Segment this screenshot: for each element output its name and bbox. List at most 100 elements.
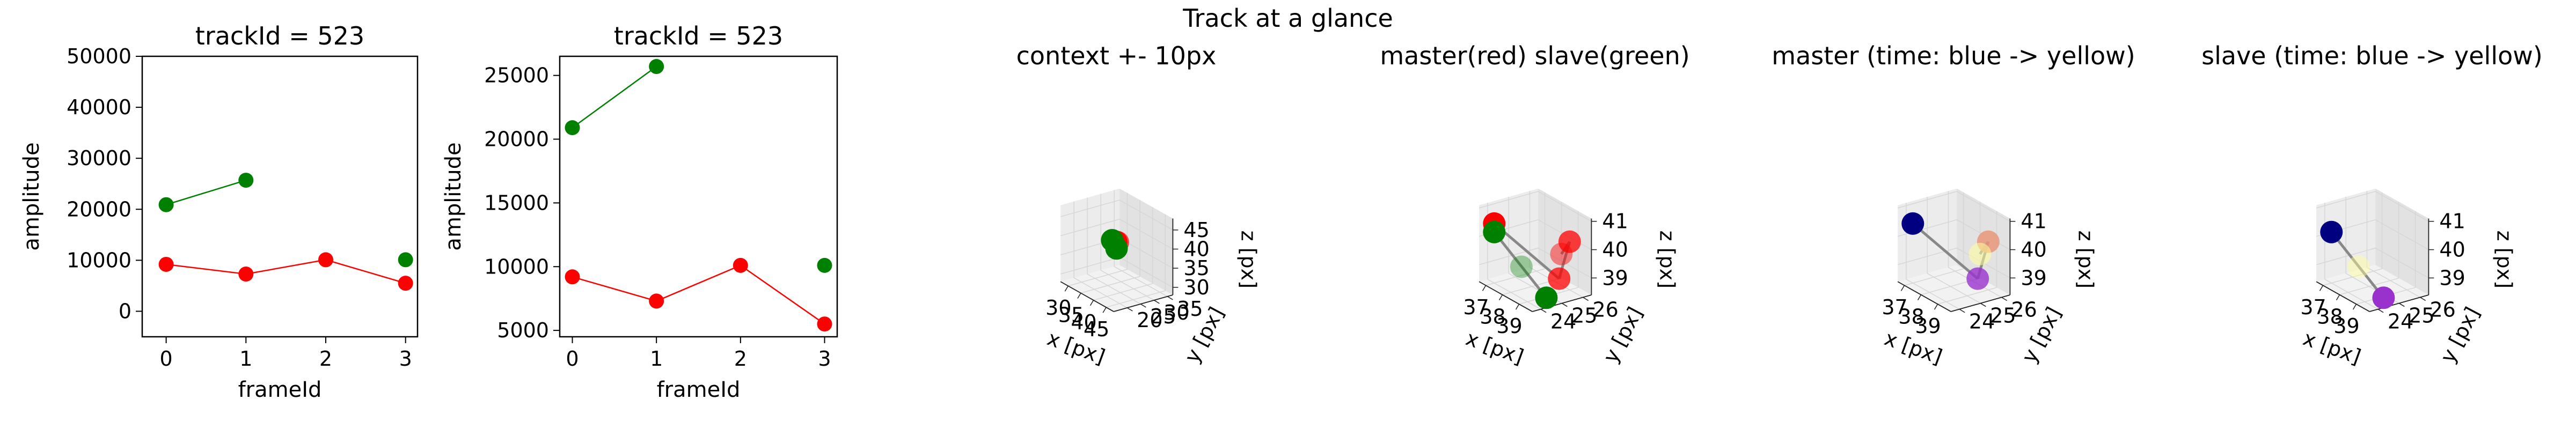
x-tick-label: 38 bbox=[1480, 305, 1505, 329]
x-tick-label: 39 bbox=[2333, 314, 2359, 338]
y-tick-label: 25 bbox=[1150, 305, 1176, 328]
grid-line bbox=[1093, 207, 1153, 301]
y-tick-label: 50000 bbox=[67, 45, 131, 68]
figure-suptitle: Track at a glance bbox=[1182, 4, 1393, 33]
y-tick-label: 0 bbox=[119, 299, 131, 323]
axes-frame bbox=[559, 55, 838, 338]
grid-line bbox=[1068, 193, 1128, 286]
series-line bbox=[166, 179, 246, 205]
y-axis-label: amplitude bbox=[19, 142, 44, 250]
x-tick bbox=[1089, 300, 1094, 306]
z-axis-label: z [px] bbox=[1236, 231, 1260, 289]
y-tick bbox=[1540, 308, 1547, 313]
grid-line bbox=[1100, 194, 1154, 301]
x-tick bbox=[2319, 285, 2324, 291]
data-point bbox=[158, 197, 174, 212]
x-tick-label: 38 bbox=[1898, 305, 1924, 329]
y-tick bbox=[2377, 308, 2384, 313]
x-tick-label: 1 bbox=[650, 347, 663, 371]
x-axis-line bbox=[2316, 281, 2370, 312]
z-axis-label: z [px] bbox=[1655, 231, 1679, 289]
x-tick-label: 1 bbox=[239, 347, 252, 371]
data-point bbox=[817, 257, 832, 273]
grid-line bbox=[1060, 218, 1173, 250]
data-point bbox=[565, 120, 580, 136]
grid-line bbox=[2366, 191, 2421, 298]
z-tick-label: 39 bbox=[2021, 266, 2046, 290]
scatter-point bbox=[2372, 286, 2395, 309]
y-tick-label: 25000 bbox=[484, 64, 549, 87]
grid-line bbox=[1479, 247, 1592, 279]
y-tick bbox=[2398, 302, 2405, 307]
z-tick-label: 39 bbox=[2439, 266, 2465, 290]
y-tick-label: 10000 bbox=[484, 255, 549, 278]
y-tick-label: 24 bbox=[2388, 310, 2413, 334]
y-tick bbox=[1561, 302, 1568, 307]
y-tick bbox=[1167, 296, 1173, 300]
scatter-point bbox=[1548, 267, 1571, 290]
panel-title: master (time: blue -> yellow) bbox=[1772, 41, 2135, 70]
y-tick-label: 26 bbox=[2011, 298, 2037, 321]
x-tick bbox=[1515, 304, 1520, 310]
y-tick-label: 35 bbox=[1177, 297, 1203, 321]
z-tick-label: 40 bbox=[2439, 238, 2465, 262]
track-segment bbox=[1493, 231, 1548, 299]
x-tick bbox=[1900, 285, 1905, 291]
x-axis-label: frameId bbox=[657, 378, 741, 402]
grid-line bbox=[1087, 197, 1141, 305]
scatter-point bbox=[1105, 237, 1128, 260]
z-tick-label: 41 bbox=[2439, 210, 2465, 233]
track-segment bbox=[1912, 222, 1979, 280]
x-axis-line bbox=[1897, 281, 1951, 312]
track-segment bbox=[2330, 231, 2385, 299]
x-tick-label: 0 bbox=[566, 347, 579, 371]
y-tick-label: 20000 bbox=[67, 197, 131, 221]
grid-line bbox=[1114, 190, 1168, 297]
y-tick bbox=[1126, 307, 1133, 312]
grid-line bbox=[2316, 247, 2429, 279]
grid-line bbox=[1073, 201, 1128, 308]
scatter-point bbox=[2347, 255, 2370, 278]
y-tick-label: 10000 bbox=[67, 248, 131, 272]
grid-line bbox=[2323, 192, 2383, 286]
series-line bbox=[166, 259, 406, 284]
y-tick-label: 30000 bbox=[67, 146, 131, 170]
y-tick-label: 25 bbox=[1571, 304, 1597, 328]
scatter-point bbox=[1483, 220, 1506, 243]
x-tick bbox=[1102, 307, 1107, 313]
y-tick-label: 24 bbox=[1969, 310, 1995, 334]
x-tick bbox=[1917, 294, 1922, 301]
data-point bbox=[318, 252, 333, 268]
y-axis-line bbox=[1114, 294, 1173, 312]
plot-title: trackId = 523 bbox=[195, 21, 364, 50]
x-tick-label: 2 bbox=[319, 347, 332, 371]
z-tick-label: 35 bbox=[1183, 256, 1209, 280]
x-tick bbox=[1064, 285, 1069, 292]
y-tick-label: 20000 bbox=[484, 128, 549, 151]
y-axis-label: amplitude bbox=[441, 142, 466, 250]
z-tick-label: 39 bbox=[1602, 266, 1628, 290]
panel-title: slave (time: blue -> yellow) bbox=[2201, 41, 2543, 70]
scatter-point bbox=[1510, 255, 1533, 278]
panel-title: context +- 10px bbox=[1016, 41, 1217, 70]
x-tick-label: 2 bbox=[734, 347, 747, 371]
data-point bbox=[733, 257, 748, 273]
z-axis-label: z [px] bbox=[2074, 231, 2097, 289]
x-tick-label: 30 bbox=[1045, 296, 1071, 320]
x-tick-label: 39 bbox=[1496, 314, 1522, 338]
z-tick-label: 41 bbox=[2021, 210, 2046, 233]
y-tick bbox=[1959, 308, 1965, 313]
scatter-point bbox=[1535, 286, 1558, 309]
x-tick-label: 37 bbox=[1882, 295, 1907, 319]
y-tick-label: 26 bbox=[1592, 298, 1618, 321]
y-tick-label: 25 bbox=[2409, 304, 2434, 328]
z-axis-label: z [px] bbox=[2492, 231, 2516, 289]
amplitude-plot-2: trackId = 523 0 1 2 3 5000 10000 15000 20000 2500… bbox=[441, 21, 838, 402]
scatter-point bbox=[1901, 212, 1924, 235]
x-axis-line bbox=[1479, 281, 1533, 312]
y-tick-label: 26 bbox=[2429, 298, 2455, 321]
